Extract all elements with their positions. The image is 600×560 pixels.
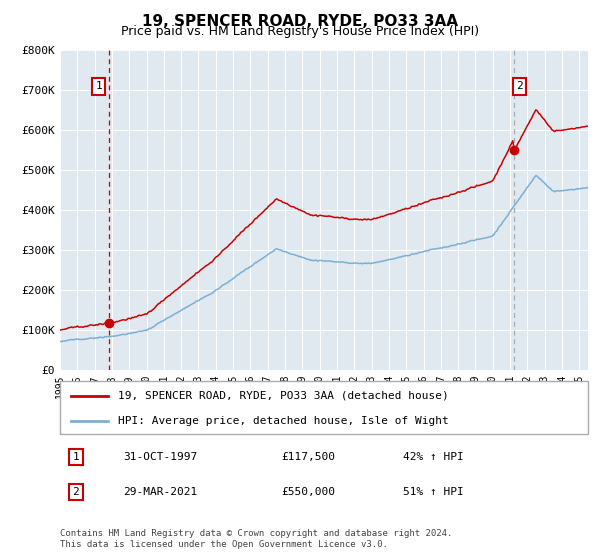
Text: Contains HM Land Registry data © Crown copyright and database right 2024.
This d: Contains HM Land Registry data © Crown c… xyxy=(60,529,452,549)
Text: Price paid vs. HM Land Registry's House Price Index (HPI): Price paid vs. HM Land Registry's House … xyxy=(121,25,479,38)
Text: £117,500: £117,500 xyxy=(282,452,336,462)
FancyBboxPatch shape xyxy=(60,381,588,434)
Text: 1: 1 xyxy=(95,81,102,91)
Text: 2: 2 xyxy=(516,81,523,91)
Text: 19, SPENCER ROAD, RYDE, PO33 3AA (detached house): 19, SPENCER ROAD, RYDE, PO33 3AA (detach… xyxy=(118,391,449,401)
Text: 51% ↑ HPI: 51% ↑ HPI xyxy=(403,487,464,497)
Text: 2: 2 xyxy=(73,487,79,497)
Text: 19, SPENCER ROAD, RYDE, PO33 3AA: 19, SPENCER ROAD, RYDE, PO33 3AA xyxy=(142,14,458,29)
Text: 1: 1 xyxy=(73,452,79,462)
Text: £550,000: £550,000 xyxy=(282,487,336,497)
Text: 42% ↑ HPI: 42% ↑ HPI xyxy=(403,452,464,462)
Text: 31-OCT-1997: 31-OCT-1997 xyxy=(124,452,197,462)
Text: 29-MAR-2021: 29-MAR-2021 xyxy=(124,487,197,497)
Text: HPI: Average price, detached house, Isle of Wight: HPI: Average price, detached house, Isle… xyxy=(118,416,449,426)
